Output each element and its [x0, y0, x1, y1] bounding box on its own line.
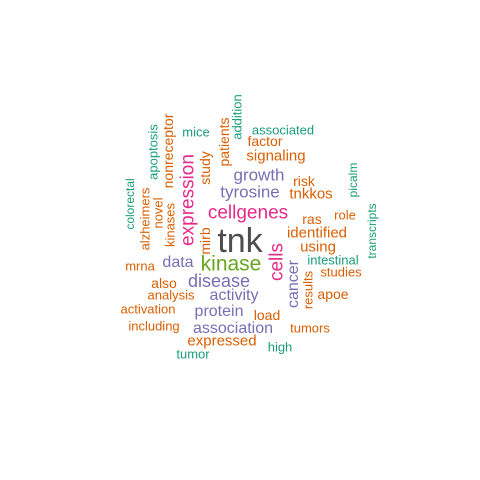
word-using: using: [300, 238, 336, 256]
word-apoe: apoe: [317, 286, 349, 302]
word-studies: studies: [320, 264, 362, 280]
word-tumor: tumor: [176, 346, 210, 362]
word-results: results: [300, 270, 316, 310]
word-including: including: [128, 318, 180, 334]
word-study: study: [197, 151, 213, 185]
word-signaling: signaling: [246, 147, 306, 165]
word-high: high: [267, 339, 293, 355]
word-kinases: kinases: [162, 202, 178, 248]
word-transcripts: transcripts: [365, 203, 379, 259]
word-identified: identified: [286, 224, 348, 242]
word-colorectal: colorectal: [123, 178, 137, 230]
word-mice: mice: [182, 124, 210, 140]
word-risk: risk: [293, 173, 315, 189]
word-kinase: kinase: [200, 252, 262, 276]
word-tnkkos: tnkkos: [289, 185, 333, 203]
word-ras: ras: [302, 211, 322, 227]
word-factor: factor: [247, 133, 283, 149]
word-tnk: tnk: [217, 222, 263, 260]
word-tyrosine: tyrosine: [220, 182, 280, 202]
word-activity: activity: [209, 287, 259, 304]
word-also: also: [151, 275, 177, 291]
word-cells: cells: [266, 242, 288, 282]
word-role: role: [334, 207, 356, 223]
word-growth: growth: [233, 165, 285, 185]
word-mirb: mirb: [197, 227, 213, 255]
word-load: load: [253, 307, 281, 323]
word-expression: expression: [177, 154, 199, 246]
word-disease: disease: [187, 271, 251, 291]
word-apoptosis: apoptosis: [145, 124, 161, 180]
word-data: data: [162, 254, 194, 271]
word-expressed: expressed: [187, 332, 257, 350]
word-activation: activation: [120, 301, 176, 317]
word-mrna: mrna: [125, 258, 155, 274]
word-intestinal: intestinal: [307, 252, 359, 268]
word-analysis: analysis: [147, 287, 195, 303]
word-association: association: [192, 320, 274, 337]
word-protein: protein: [194, 303, 244, 320]
word-cellgenes: cellgenes: [207, 202, 289, 224]
word-picalm: picalm: [346, 162, 360, 198]
word-associated: associated: [251, 122, 315, 138]
word-addition: addition: [229, 94, 245, 140]
word-tumors: tumors: [290, 320, 330, 336]
word-nonreceptor: nonreceptor: [160, 113, 176, 189]
